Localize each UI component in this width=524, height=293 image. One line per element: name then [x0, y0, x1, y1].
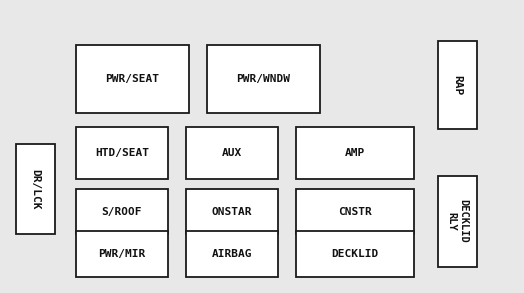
- Bar: [186, 127, 278, 179]
- Bar: [76, 45, 189, 113]
- Bar: [76, 231, 168, 277]
- Text: PWR/WNDW: PWR/WNDW: [236, 74, 290, 84]
- Text: DECKLID: DECKLID: [331, 249, 379, 259]
- Text: AMP: AMP: [345, 148, 365, 158]
- Text: RAP: RAP: [452, 75, 462, 95]
- Bar: [16, 144, 55, 234]
- Bar: [296, 231, 414, 277]
- Text: ONSTAR: ONSTAR: [212, 207, 252, 217]
- Bar: [296, 127, 414, 179]
- Bar: [438, 41, 477, 129]
- Text: DR/LCK: DR/LCK: [30, 169, 40, 209]
- Text: PWR/SEAT: PWR/SEAT: [105, 74, 159, 84]
- Bar: [296, 189, 414, 234]
- Text: AUX: AUX: [222, 148, 242, 158]
- Text: AIRBAG: AIRBAG: [212, 249, 252, 259]
- Bar: [207, 45, 320, 113]
- Text: S/ROOF: S/ROOF: [102, 207, 142, 217]
- Text: HTD/SEAT: HTD/SEAT: [95, 148, 149, 158]
- Text: PWR/MIR: PWR/MIR: [98, 249, 146, 259]
- Bar: [438, 176, 477, 267]
- Bar: [186, 231, 278, 277]
- Bar: [76, 127, 168, 179]
- Bar: [186, 189, 278, 234]
- Bar: [76, 189, 168, 234]
- Text: CNSTR: CNSTR: [338, 207, 372, 217]
- Text: DECKLID
RLY: DECKLID RLY: [446, 199, 468, 243]
